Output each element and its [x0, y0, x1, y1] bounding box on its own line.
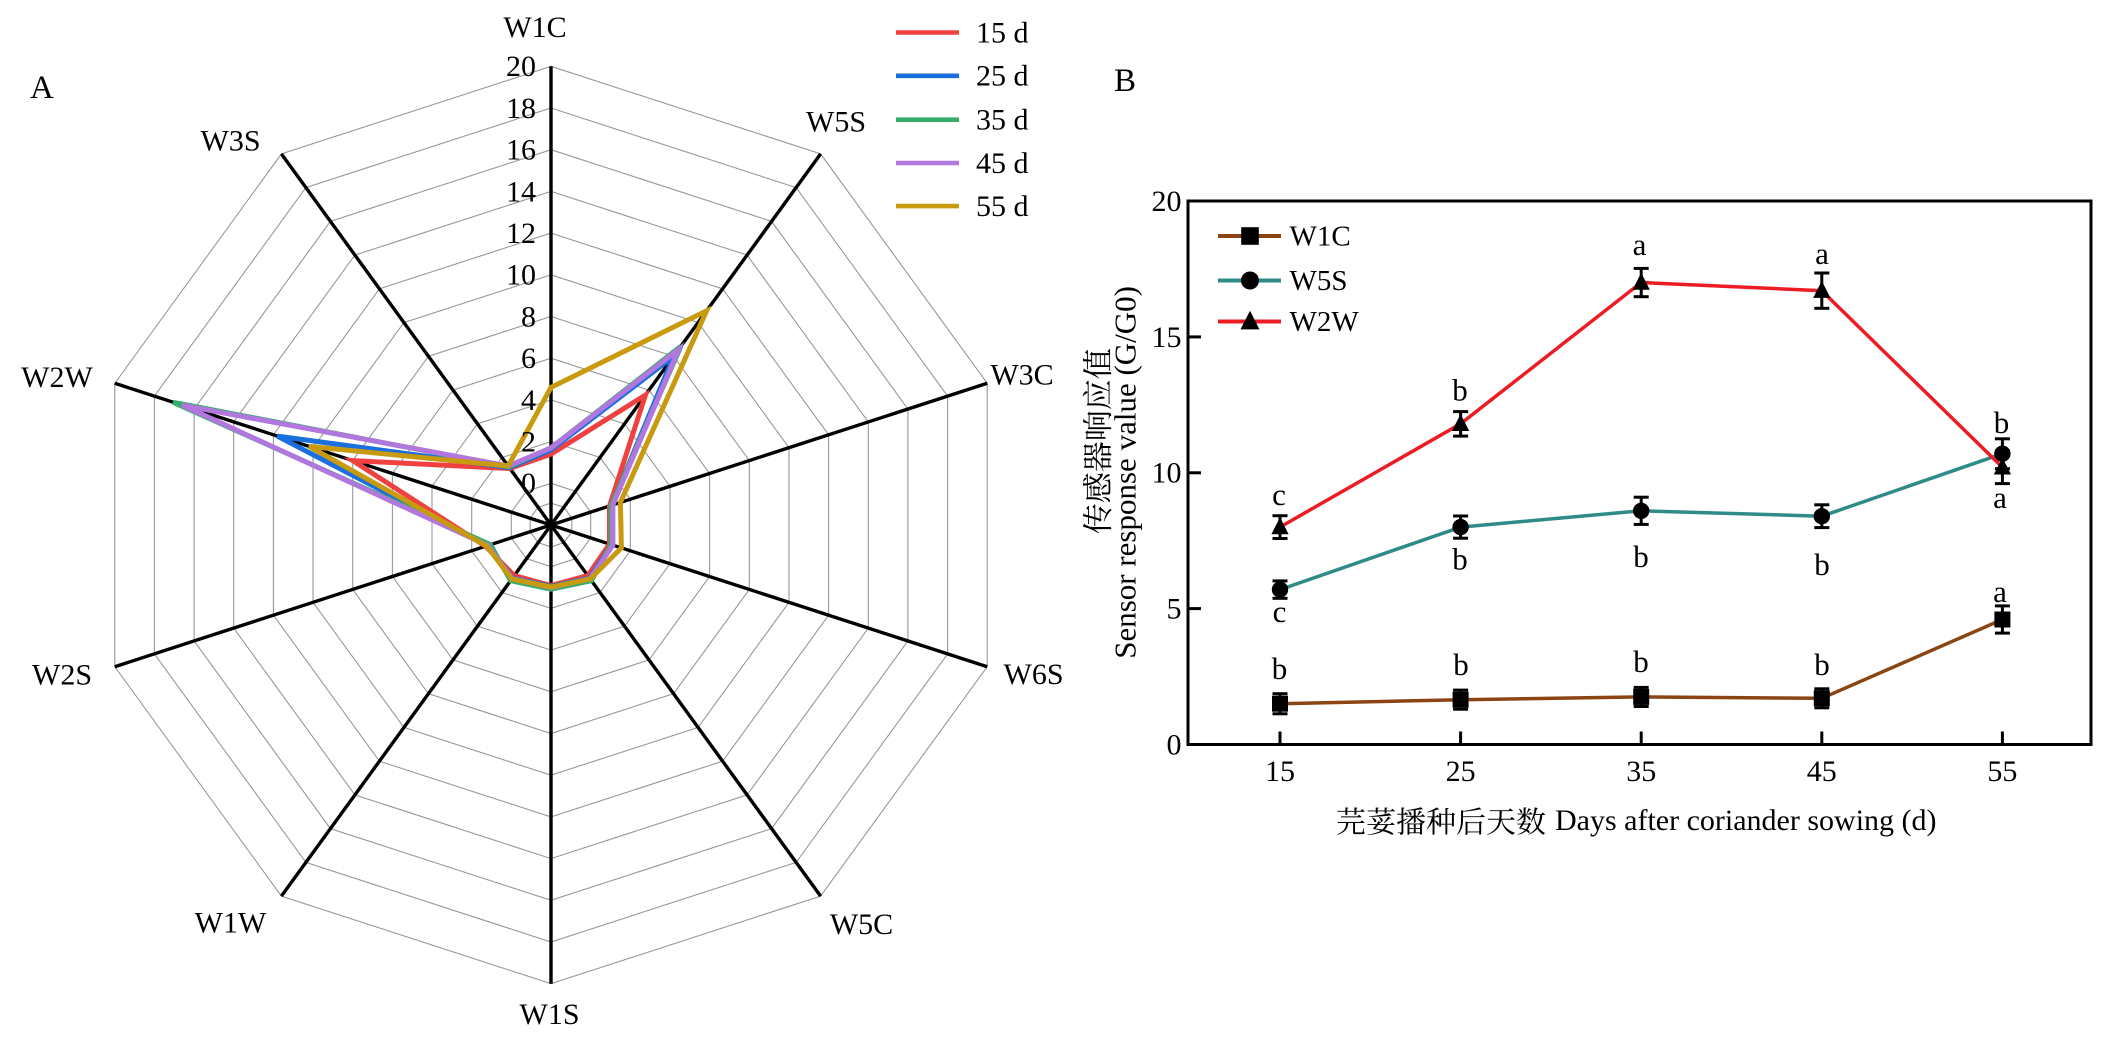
- svg-text:a: a: [1633, 227, 1647, 262]
- svg-text:25: 25: [1446, 755, 1476, 788]
- svg-text:b: b: [1814, 647, 1830, 682]
- svg-text:b: b: [1633, 539, 1649, 574]
- svg-text:4: 4: [521, 384, 536, 417]
- svg-text:0: 0: [521, 467, 536, 500]
- svg-text:5: 5: [1167, 593, 1182, 626]
- svg-text:c: c: [1272, 477, 1286, 512]
- svg-text:14: 14: [506, 175, 536, 208]
- svg-text:6: 6: [521, 342, 536, 375]
- svg-text:W2S: W2S: [32, 659, 92, 692]
- svg-text:20: 20: [506, 50, 536, 83]
- svg-text:b: b: [1452, 373, 1468, 408]
- svg-text:16: 16: [506, 134, 536, 167]
- svg-text:a: a: [1993, 480, 2007, 515]
- svg-text:W3C: W3C: [990, 359, 1053, 392]
- svg-text:W3S: W3S: [201, 125, 261, 158]
- svg-text:Days after coriander sowing (d: Days after coriander sowing (d): [1555, 804, 1937, 837]
- svg-text:b: b: [1452, 542, 1468, 577]
- svg-text:25 d: 25 d: [976, 60, 1029, 93]
- svg-text:18: 18: [506, 92, 536, 125]
- svg-text:W1C: W1C: [503, 11, 566, 44]
- svg-text:W5C: W5C: [830, 908, 893, 941]
- svg-text:Sensor response value (G/G0): Sensor response value (G/G0): [1107, 286, 1142, 659]
- svg-text:12: 12: [506, 217, 536, 250]
- svg-text:a: a: [1993, 574, 2007, 609]
- svg-text:8: 8: [521, 300, 536, 333]
- svg-text:W1S: W1S: [520, 998, 580, 1031]
- svg-text:b: b: [1994, 405, 2010, 440]
- svg-text:b: b: [1272, 651, 1288, 686]
- svg-text:45 d: 45 d: [976, 147, 1029, 180]
- svg-text:45: 45: [1807, 755, 1837, 788]
- svg-text:2: 2: [521, 426, 536, 459]
- svg-text:b: b: [1814, 547, 1830, 582]
- svg-text:15: 15: [1152, 321, 1182, 354]
- svg-text:W2W: W2W: [1290, 306, 1360, 338]
- svg-text:b: b: [1453, 647, 1469, 682]
- svg-text:W1C: W1C: [1290, 221, 1351, 253]
- svg-text:35 d: 35 d: [976, 104, 1029, 137]
- svg-text:10: 10: [506, 259, 536, 292]
- svg-text:55: 55: [1987, 755, 2017, 788]
- svg-text:0: 0: [1167, 728, 1182, 761]
- svg-text:W6S: W6S: [1004, 658, 1064, 691]
- svg-text:35: 35: [1626, 755, 1656, 788]
- svg-text:c: c: [1273, 594, 1287, 629]
- svg-text:a: a: [1815, 236, 1829, 271]
- svg-text:W5S: W5S: [806, 106, 866, 139]
- svg-text:15: 15: [1265, 755, 1295, 788]
- svg-text:55 d: 55 d: [976, 190, 1029, 223]
- svg-text:W5S: W5S: [1290, 265, 1348, 297]
- svg-text:B: B: [1114, 63, 1136, 99]
- svg-text:W1W: W1W: [195, 907, 267, 940]
- svg-text:15 d: 15 d: [976, 16, 1029, 49]
- svg-text:10: 10: [1152, 457, 1182, 490]
- svg-text:20: 20: [1152, 185, 1182, 218]
- svg-text:W2W: W2W: [21, 361, 93, 394]
- svg-text:b: b: [1633, 644, 1649, 679]
- svg-text:A: A: [30, 70, 54, 106]
